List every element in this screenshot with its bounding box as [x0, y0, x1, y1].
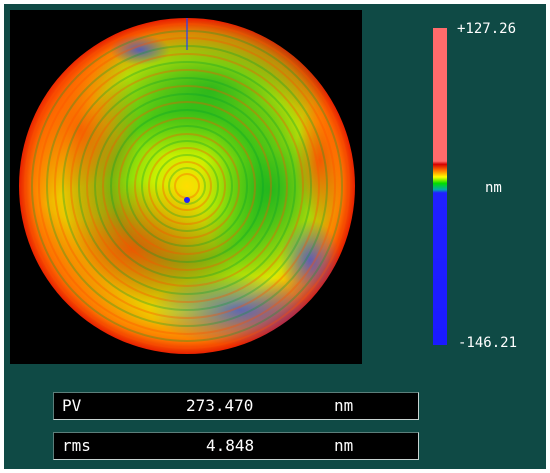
scale-min-label: -146.21 — [458, 335, 518, 351]
rms-label: rms — [62, 436, 91, 455]
surface-height-map-icon — [19, 18, 355, 354]
app-window: +127.26 nm -146.21 PV 273.470 nm rms 4.8… — [4, 4, 546, 469]
pv-readout: PV 273.470 nm — [53, 392, 419, 420]
statistics-bar: PV 273.470 nm rms 4.848 nm — [4, 379, 546, 469]
scale-max-label: +127.26 — [457, 21, 517, 37]
rms-unit: nm — [334, 436, 354, 455]
scale-unit-label: nm — [485, 180, 502, 196]
color-scale-panel: +127.26 nm -146.21 — [367, 10, 540, 364]
color-scale-bar — [433, 28, 447, 345]
rms-value: 4.848 — [206, 436, 255, 455]
rms-readout: rms 4.848 nm — [53, 432, 419, 460]
pv-label: PV — [62, 396, 82, 415]
pv-unit: nm — [334, 396, 354, 415]
pv-value: 273.470 — [186, 396, 254, 415]
surface-map-panel — [10, 10, 362, 364]
